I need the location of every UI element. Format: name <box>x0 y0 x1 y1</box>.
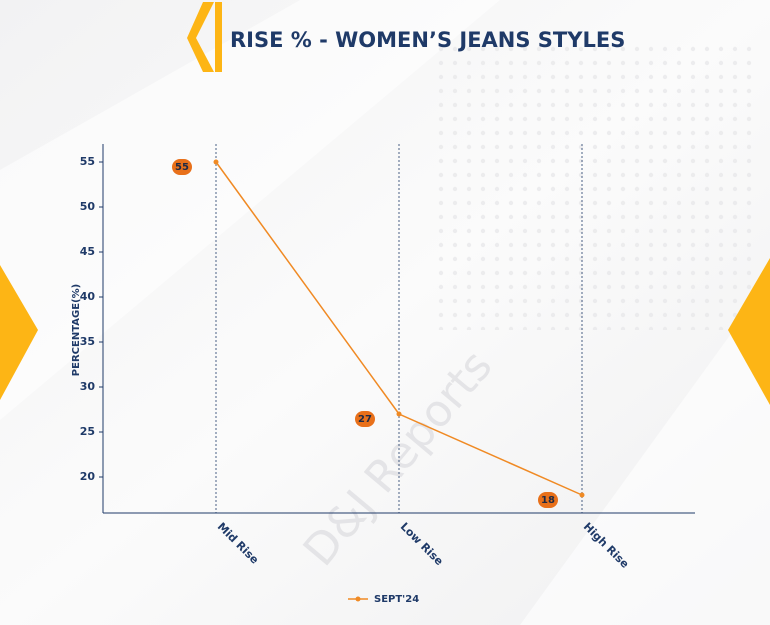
title-bar <box>215 2 222 72</box>
legend-label: SEPT'24 <box>374 594 419 605</box>
title-chevron <box>187 2 214 72</box>
chart-title: RISE % - WOMEN’S JEANS STYLES <box>230 28 625 52</box>
legend-marker <box>355 596 361 602</box>
y-tick-label: 20 <box>80 470 96 483</box>
y-tick-label: 35 <box>80 335 95 348</box>
point <box>213 159 219 165</box>
data-label-badge <box>355 411 375 427</box>
side-marker <box>728 258 770 405</box>
dot-pattern <box>430 40 760 330</box>
point <box>396 411 402 417</box>
data-label-badge <box>172 159 192 175</box>
y-tick-label: 55 <box>80 155 95 168</box>
data-label: 18 <box>541 495 555 506</box>
side-marker <box>0 265 38 400</box>
y-axis-label: PERCENTAGE(%) <box>71 284 82 376</box>
decor <box>520 280 770 625</box>
y-tick-label: 50 <box>80 200 96 213</box>
data-label: 55 <box>175 162 189 173</box>
y-tick-label: 45 <box>80 245 95 258</box>
y-tick-label: 25 <box>80 425 95 438</box>
data-label: 27 <box>358 414 372 425</box>
y-tick-label: 30 <box>80 380 96 393</box>
point <box>579 492 585 498</box>
y-tick-label: 40 <box>80 290 96 303</box>
data-label-badge <box>538 492 558 508</box>
